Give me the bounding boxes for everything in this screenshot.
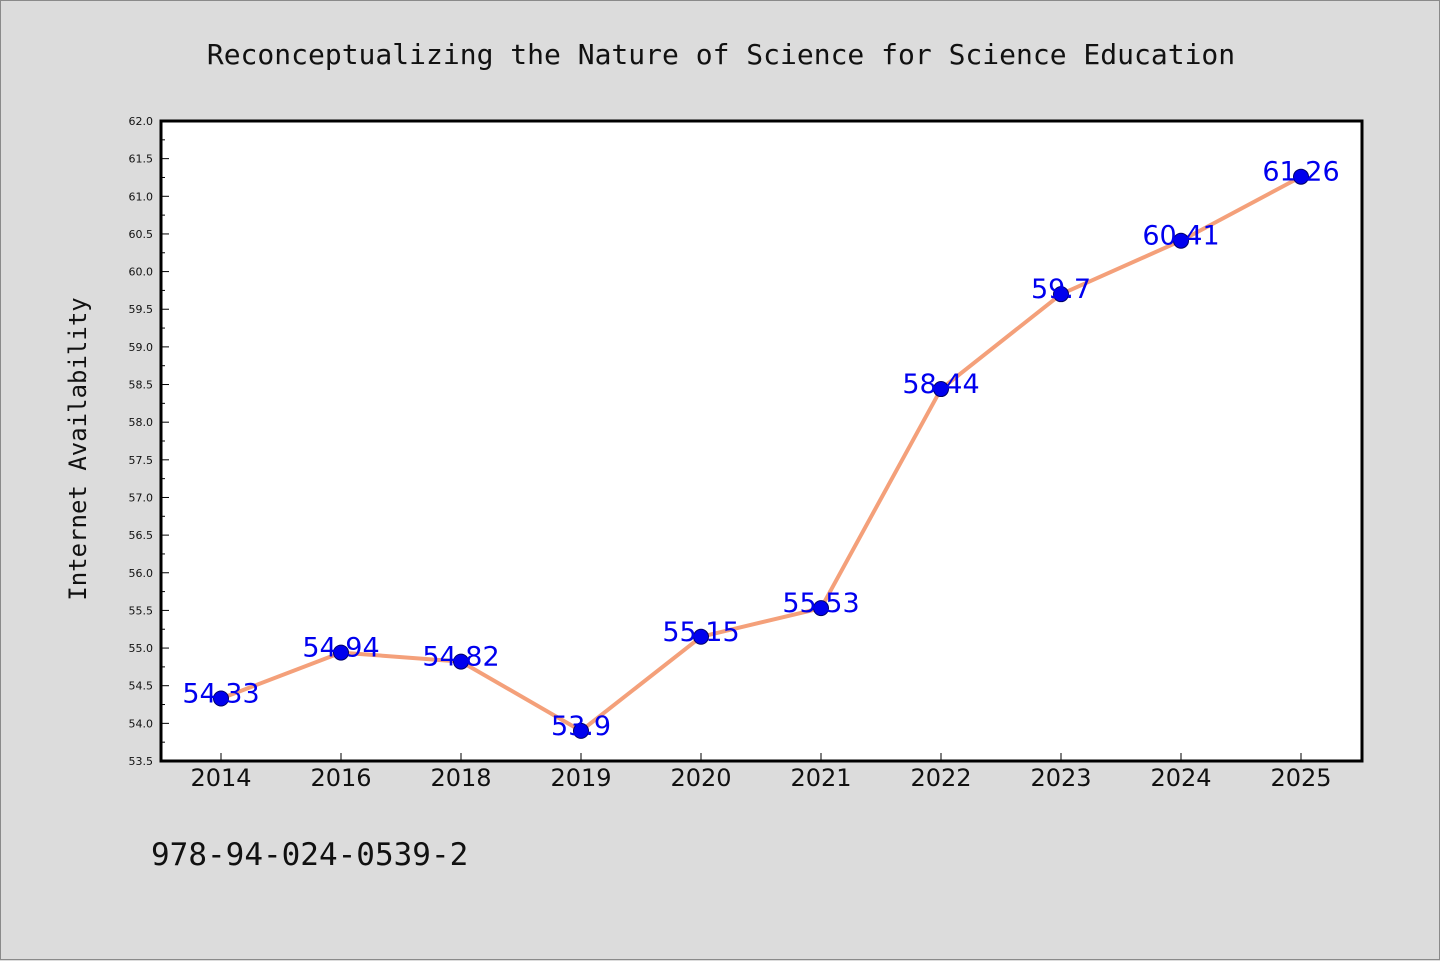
data-point <box>453 653 469 670</box>
data-label: 60.41 <box>1142 221 1219 252</box>
x-tick-label: 2021 <box>790 764 851 792</box>
data-label: 55.15 <box>662 617 739 648</box>
data-label: 54.82 <box>422 642 499 673</box>
y-tick-label: 55.5 <box>129 604 154 617</box>
x-tick-label: 2024 <box>1150 764 1211 792</box>
x-tick-label: 2022 <box>910 764 971 792</box>
y-tick-label: 61.5 <box>129 153 154 166</box>
x-tick-label: 2025 <box>1270 764 1331 792</box>
data-label: 58.44 <box>902 369 979 400</box>
y-tick-label: 58.5 <box>129 379 154 392</box>
y-tick-label: 53.5 <box>129 755 154 768</box>
data-point <box>1293 168 1309 185</box>
y-axis-label: Internet Availability <box>64 297 92 600</box>
y-axis: 53.5 54.0 54.5 55.0 55.5 56.0 56.5 57.0 57.5 58.0… <box>129 115 169 768</box>
x-tick-label: 2014 <box>190 764 251 792</box>
x-tick-label: 2020 <box>670 764 731 792</box>
x-tick-label: 2018 <box>430 764 491 792</box>
y-tick-label: 54.5 <box>129 680 154 693</box>
data-point <box>813 600 829 617</box>
x-axis: 2014 2016 2018 2019 2020 2021 2022 2023 2024 2025 <box>190 753 1332 792</box>
data-label: 53.9 <box>551 711 611 742</box>
y-tick-label: 61.0 <box>129 190 154 203</box>
data-point <box>213 690 229 707</box>
y-tick-label: 60.0 <box>129 266 154 279</box>
data-label: 54.94 <box>302 633 379 664</box>
y-tick-label: 57.0 <box>129 491 154 504</box>
data-label: 54.33 <box>182 679 259 710</box>
y-tick-label: 59.0 <box>129 341 154 354</box>
footer-isbn: 978-94-024-0539-2 <box>151 837 468 873</box>
data-point <box>1053 286 1069 303</box>
y-tick-label: 56.5 <box>129 529 154 542</box>
y-tick-label: 54.0 <box>129 717 154 730</box>
data-point <box>573 722 589 739</box>
series-layer <box>213 168 1309 739</box>
x-tick-label: 2019 <box>550 764 611 792</box>
data-point <box>933 381 949 398</box>
chart-title: Reconceptualizing the Nature of Science … <box>207 38 1235 71</box>
data-label: 55.53 <box>782 588 859 619</box>
x-tick-label: 2016 <box>310 764 371 792</box>
y-tick-label: 59.5 <box>129 303 154 316</box>
data-label-layer: 54.33 54.94 54.82 53.9 55.15 55.53 58.44 59.7 60… <box>182 157 1339 742</box>
y-tick-label: 62.0 <box>129 115 154 128</box>
data-label: 59.7 <box>1031 274 1091 305</box>
plot-area <box>159 119 1364 763</box>
data-point <box>693 628 709 645</box>
data-point <box>1173 232 1189 249</box>
y-tick-label: 60.5 <box>129 228 154 241</box>
y-tick-label: 58.0 <box>129 416 154 429</box>
y-tick-label: 57.5 <box>129 454 154 467</box>
data-label: 61.26 <box>1262 157 1339 188</box>
y-tick-label: 55.0 <box>129 642 154 655</box>
x-tick-label: 2023 <box>1030 764 1091 792</box>
series-line <box>219 174 1303 733</box>
y-tick-label: 56.0 <box>129 567 154 580</box>
data-point <box>333 644 349 661</box>
